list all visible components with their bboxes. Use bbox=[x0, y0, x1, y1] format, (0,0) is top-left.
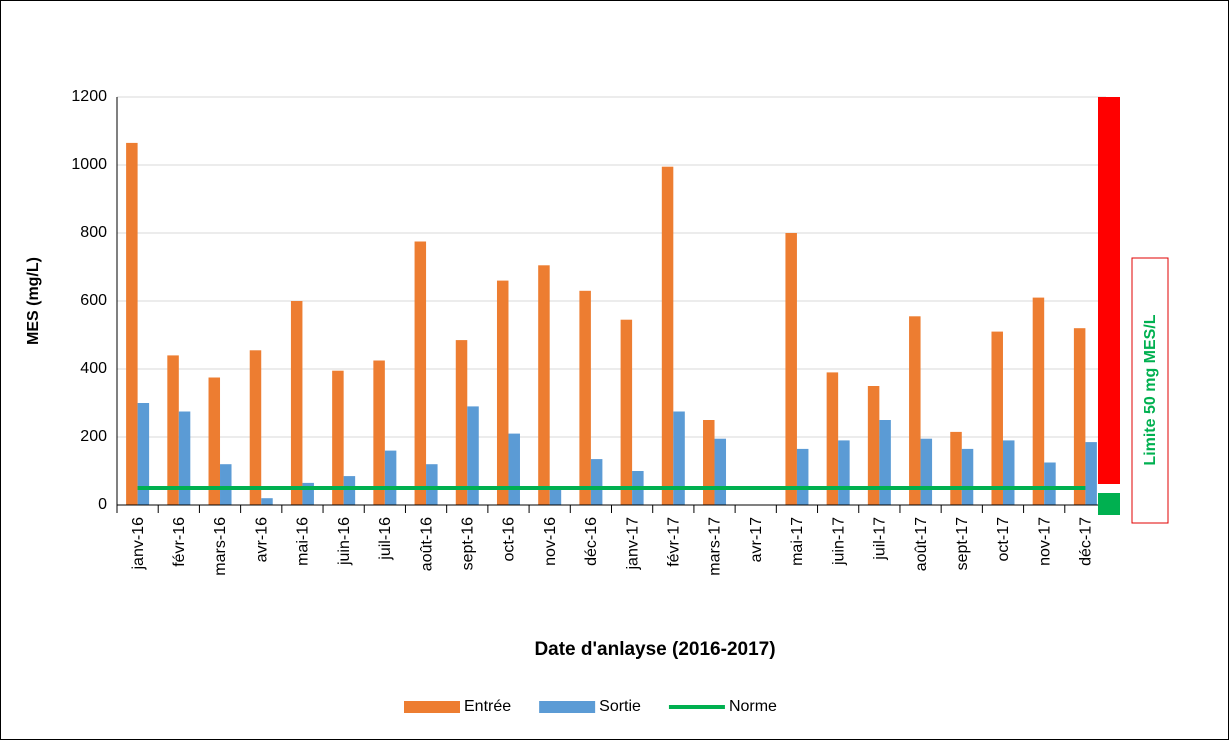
bar bbox=[137, 403, 150, 505]
bar bbox=[703, 420, 715, 505]
bar bbox=[414, 241, 427, 505]
x-tick-label: févr-17 bbox=[666, 517, 683, 567]
bar bbox=[167, 355, 179, 505]
bar bbox=[343, 476, 356, 505]
bar bbox=[796, 448, 809, 505]
bar bbox=[1073, 328, 1086, 505]
limit-ok bbox=[1098, 493, 1120, 515]
bar bbox=[661, 166, 674, 505]
limit-bar bbox=[1098, 97, 1120, 484]
x-tick-label: août-17 bbox=[913, 517, 930, 571]
bar bbox=[455, 340, 468, 505]
y-tick-label: 200 bbox=[80, 428, 107, 445]
x-tick-label: sept-16 bbox=[459, 517, 476, 570]
x-tick-label: nov-17 bbox=[1036, 517, 1053, 566]
y-tick-label: 800 bbox=[80, 224, 107, 241]
bar bbox=[714, 438, 727, 505]
y-tick-label: 1200 bbox=[71, 88, 107, 105]
bar bbox=[373, 360, 385, 505]
bar bbox=[920, 438, 933, 505]
x-tick-label: mai-16 bbox=[295, 517, 312, 566]
bar bbox=[879, 420, 891, 505]
y-tick-label: 600 bbox=[80, 292, 107, 309]
bar bbox=[590, 459, 603, 505]
bar bbox=[549, 488, 562, 505]
x-tick-label: janv-16 bbox=[130, 517, 147, 571]
bar bbox=[1002, 440, 1015, 505]
bar bbox=[579, 290, 591, 505]
y-tick-label: 0 bbox=[98, 496, 107, 513]
x-tick-label: juin-17 bbox=[830, 517, 847, 566]
bar bbox=[126, 142, 138, 505]
bar bbox=[620, 319, 633, 505]
bar bbox=[838, 440, 850, 505]
bar bbox=[867, 386, 880, 505]
bar bbox=[220, 464, 232, 505]
bar bbox=[467, 406, 479, 505]
legend-label: Entrée bbox=[464, 698, 511, 715]
bar bbox=[991, 331, 1003, 505]
bar bbox=[950, 431, 962, 505]
legend-swatch bbox=[404, 701, 460, 713]
x-tick-label: nov-16 bbox=[542, 517, 559, 566]
x-tick-label: juin-16 bbox=[336, 517, 353, 566]
bar bbox=[826, 372, 839, 505]
legend-label: Sortie bbox=[599, 698, 641, 715]
y-tick-label: 1000 bbox=[71, 156, 107, 173]
x-tick-label: févr-16 bbox=[171, 517, 188, 567]
annotation-box bbox=[1131, 257, 1169, 524]
annotation: Limite 50 mg MES/L bbox=[1142, 314, 1159, 465]
x-tick-label: déc-17 bbox=[1078, 517, 1095, 566]
bar bbox=[1032, 297, 1045, 505]
x-tick-label: oct-17 bbox=[995, 517, 1012, 562]
x-tick-label: sept-17 bbox=[954, 517, 971, 570]
bar bbox=[332, 370, 344, 505]
legend-swatch bbox=[539, 701, 596, 713]
x-tick-label: mars-17 bbox=[707, 517, 724, 576]
bar bbox=[249, 350, 262, 505]
x-tick-label: août-16 bbox=[418, 517, 435, 571]
bar bbox=[961, 448, 974, 505]
bar bbox=[302, 482, 314, 505]
x-tick-label: mars-16 bbox=[212, 517, 229, 576]
x-tick-label: déc-16 bbox=[583, 517, 600, 566]
bar bbox=[384, 450, 397, 505]
bar bbox=[909, 316, 921, 505]
x-tick-label: juil-17 bbox=[872, 517, 889, 561]
x-axis-label: Date d'anlayse (2016-2017) bbox=[534, 639, 775, 660]
bar bbox=[178, 411, 191, 505]
x-tick-label: avr-16 bbox=[253, 517, 270, 562]
bar bbox=[1044, 462, 1056, 505]
legend-label: Norme bbox=[729, 698, 777, 715]
bar bbox=[538, 265, 550, 505]
x-tick-label: mai-17 bbox=[789, 517, 806, 566]
bar bbox=[785, 233, 797, 505]
bar bbox=[208, 377, 221, 505]
bar bbox=[508, 433, 520, 505]
bar bbox=[496, 280, 509, 505]
bar bbox=[673, 411, 685, 505]
x-tick-label: janv-17 bbox=[624, 517, 641, 571]
y-tick-label: 400 bbox=[80, 360, 107, 377]
y-axis-label: MES (mg/L) bbox=[25, 257, 42, 345]
x-tick-label: juil-16 bbox=[377, 517, 394, 561]
bar bbox=[290, 301, 303, 505]
bar bbox=[1085, 442, 1097, 505]
bar bbox=[426, 464, 438, 505]
x-tick-label: oct-16 bbox=[501, 517, 518, 562]
x-tick-label: avr-17 bbox=[748, 517, 765, 562]
bar bbox=[261, 498, 273, 505]
